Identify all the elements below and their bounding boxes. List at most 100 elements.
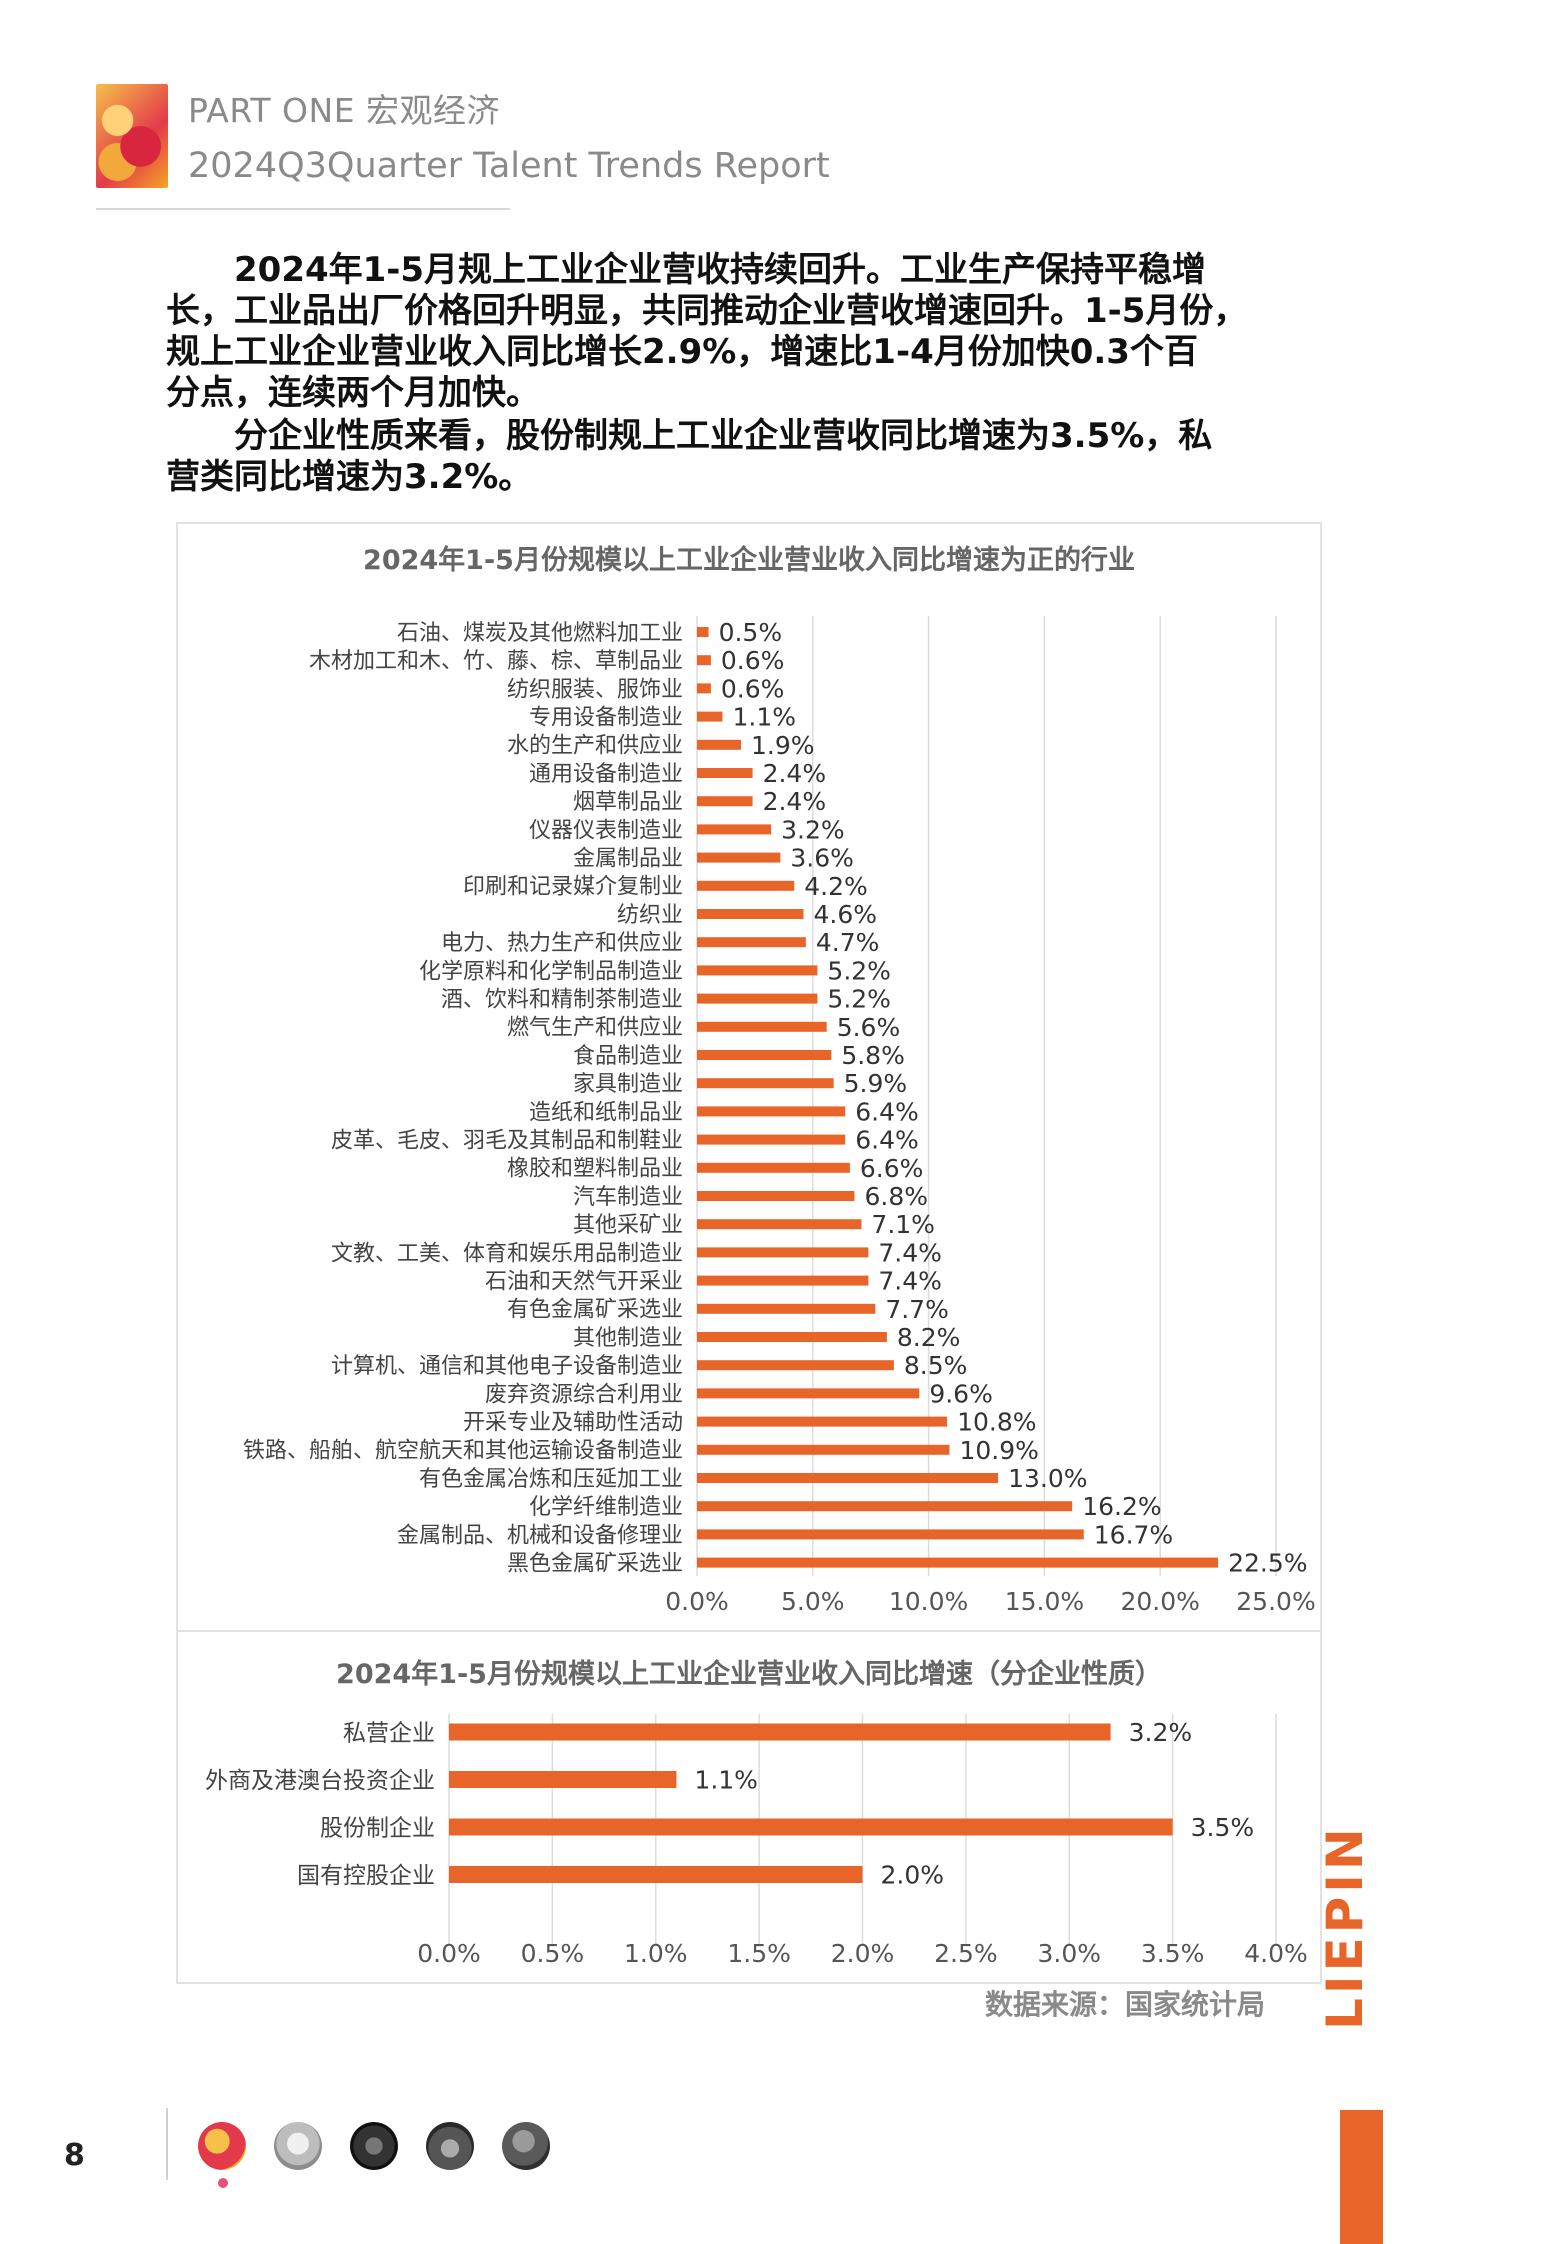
category-label: 通用设备制造业 — [529, 762, 683, 787]
person-thumb-icon[interactable] — [502, 2122, 550, 2170]
category-label: 其他采矿业 — [573, 1213, 683, 1238]
bar — [697, 1219, 862, 1230]
category-label: 家具制造业 — [573, 1072, 683, 1097]
data-label: 10.9% — [959, 1436, 1038, 1465]
paragraph-line: 分点，连续两个月加快。 — [166, 373, 540, 413]
bar — [697, 937, 806, 948]
data-label: 4.6% — [814, 900, 878, 929]
category-label: 烟草制品业 — [573, 790, 683, 815]
category-label: 铁路、船舶、航空航天和其他运输设备制造业 — [243, 1439, 683, 1464]
data-label: 16.7% — [1094, 1520, 1173, 1549]
x-tick-label: 0.0% — [665, 1587, 729, 1616]
x-tick-label: 1.5% — [727, 1939, 791, 1968]
ownership-growth-plot: 0.0% 0.5% 1.0% 1.5% 2.0% 2.5% 3.0% 3.5% 4.0% 私营企业… — [205, 1714, 1308, 1968]
data-label: 7.7% — [885, 1295, 949, 1324]
paragraph-line: 长，工业品出厂价格回升明显，共同推动企业营收增速回升。1-5月份， — [166, 291, 1248, 331]
data-label: 5.6% — [837, 1013, 901, 1042]
category-label: 黑色金属矿采选业 — [507, 1552, 683, 1577]
bar — [449, 1818, 1173, 1836]
bar — [697, 711, 723, 722]
bar — [697, 1106, 846, 1117]
industry-growth-chart: 2024年1-5月份规模以上工业企业营业收入同比增速为正的行业 0.0% 5.0%… — [176, 522, 1322, 1632]
category-label: 仪器仪表制造业 — [529, 818, 683, 843]
category-label: 橡胶和塑料制品业 — [507, 1157, 683, 1182]
data-label: 5.2% — [827, 985, 891, 1014]
x-tick-label: 3.5% — [1141, 1939, 1205, 1968]
data-label: 3.6% — [790, 844, 854, 873]
data-label: 8.5% — [904, 1351, 968, 1380]
data-label: 7.4% — [878, 1238, 942, 1267]
x-tick-label: 4.0% — [1244, 1939, 1308, 1968]
category-label: 股份制企业 — [320, 1815, 435, 1841]
data-label: 6.6% — [860, 1154, 924, 1183]
x-tick-label: 2.5% — [934, 1939, 998, 1968]
category-label: 纺织服装、服饰业 — [507, 677, 683, 702]
chart-title: 2024年1-5月份规模以上工业企业营业收入同比增速为正的行业 — [363, 545, 1135, 576]
category-label: 水的生产和供应业 — [507, 734, 683, 759]
brand-accent-bar — [1340, 2110, 1383, 2244]
category-label: 印刷和记录媒介复制业 — [463, 875, 683, 900]
shirt-thumb-icon[interactable] — [274, 2122, 322, 2170]
bar — [449, 1866, 863, 1883]
category-label: 食品制造业 — [573, 1044, 683, 1069]
category-label: 汽车制造业 — [573, 1185, 683, 1210]
category-label: 石油和天然气开采业 — [485, 1270, 683, 1295]
category-label: 废弃资源综合利用业 — [485, 1382, 683, 1407]
data-label: 10.8% — [957, 1408, 1036, 1437]
bar — [697, 880, 795, 891]
data-label: 1.1% — [694, 1766, 758, 1795]
bar — [697, 1501, 1073, 1512]
fruit-thumb-icon[interactable] — [198, 2122, 246, 2170]
bar — [697, 1247, 869, 1258]
bar — [697, 852, 781, 863]
category-label: 专用设备制造业 — [529, 706, 683, 731]
data-label: 2.4% — [763, 759, 827, 788]
bar — [697, 1162, 850, 1173]
data-label: 1.1% — [732, 703, 796, 732]
data-source-note: 数据来源：国家统计局 — [984, 1988, 1265, 2021]
category-label: 木材加工和木、竹、藤、棕、草制品业 — [309, 649, 683, 674]
city-thumb-icon[interactable] — [350, 2122, 398, 2170]
header-fruit-image — [96, 84, 168, 188]
data-label: 3.2% — [781, 815, 845, 844]
bar — [697, 1360, 894, 1371]
part-label: PART ONE 宏观经济 — [188, 91, 501, 130]
data-label: 4.7% — [816, 928, 880, 957]
data-label: 0.6% — [721, 646, 785, 675]
data-label: 16.2% — [1082, 1492, 1161, 1521]
data-label: 0.6% — [721, 674, 785, 703]
paragraph-line: 营类同比增速为3.2%。 — [166, 457, 533, 497]
data-label: 9.6% — [929, 1379, 993, 1408]
category-label: 酒、饮料和精制茶制造业 — [441, 988, 683, 1013]
x-tick-label: 10.0% — [889, 1587, 968, 1616]
category-label: 开采专业及辅助性活动 — [463, 1411, 683, 1436]
category-label: 计算机、通信和其他电子设备制造业 — [331, 1354, 683, 1379]
bar — [697, 909, 804, 919]
bar — [697, 1444, 950, 1455]
active-indicator — [218, 2178, 228, 2188]
x-tick-label: 0.5% — [521, 1939, 585, 1968]
paragraph-line: 规上工业企业营业收入同比增长2.9%，增速比1-4月份加快0.3个百 — [166, 332, 1198, 372]
data-label: 6.8% — [864, 1182, 928, 1211]
data-label: 3.5% — [1191, 1813, 1255, 1842]
category-label: 化学纤维制造业 — [529, 1495, 683, 1520]
category-label: 有色金属冶炼和压延加工业 — [419, 1467, 683, 1492]
street-thumb-icon[interactable] — [426, 2122, 474, 2170]
data-label: 5.9% — [844, 1069, 908, 1098]
ownership-growth-chart: 2024年1-5月份规模以上工业企业营业收入同比增速（分企业性质） 0.0% 0.… — [176, 1630, 1322, 1984]
x-tick-label: 20.0% — [1120, 1587, 1199, 1616]
data-label: 3.2% — [1129, 1718, 1193, 1747]
bar — [697, 768, 753, 778]
data-label: 13.0% — [1008, 1464, 1087, 1493]
data-label: 5.2% — [827, 956, 891, 985]
paragraph-1: 2024年1-5月规上工业企业营收持续回升。工业生产保持平稳增 长，工业品出厂价… — [166, 250, 1256, 414]
data-label: 2.4% — [763, 787, 827, 816]
bar — [697, 1021, 827, 1032]
data-label: 4.2% — [804, 872, 868, 901]
chart-title: 2024年1-5月份规模以上工业企业营业收入同比增速（分企业性质） — [336, 1659, 1162, 1690]
category-label: 文教、工美、体育和娱乐用品制造业 — [331, 1241, 683, 1266]
paragraph-line: 分企业性质来看，股份制规上工业企业营收同比增速为3.5%，私 — [166, 416, 1213, 456]
data-label: 22.5% — [1228, 1549, 1307, 1578]
data-label: 7.1% — [871, 1210, 935, 1239]
x-tick-label: 0.0% — [417, 1939, 481, 1968]
